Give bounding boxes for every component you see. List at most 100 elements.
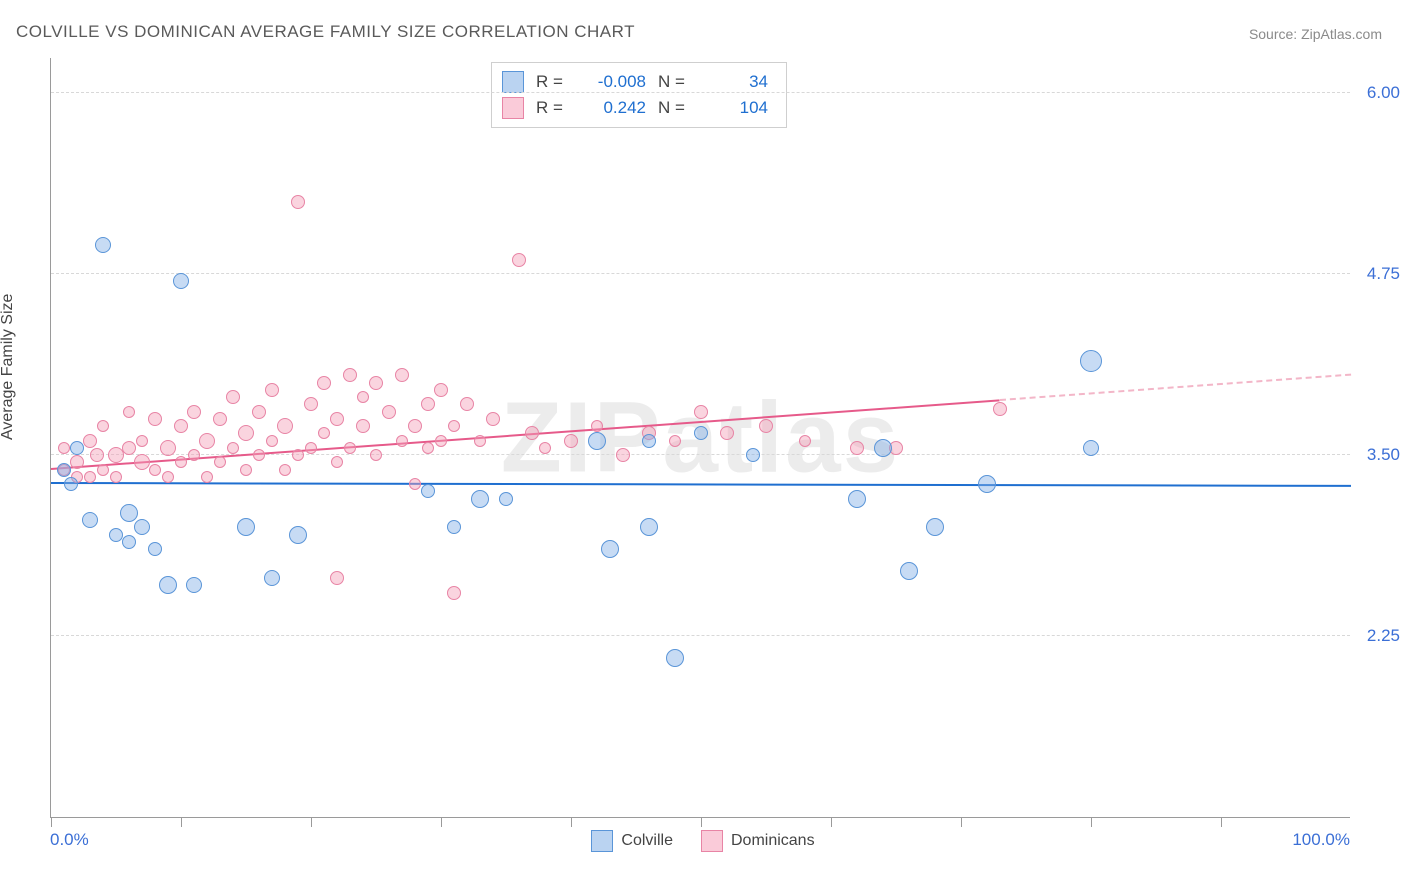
marker-pink xyxy=(97,464,109,476)
marker-pink xyxy=(90,448,104,462)
gridline xyxy=(51,92,1350,93)
marker-pink xyxy=(122,441,136,455)
marker-pink xyxy=(84,471,96,483)
x-tick xyxy=(701,817,702,827)
marker-blue xyxy=(109,528,123,542)
marker-pink xyxy=(213,412,227,426)
y-tick-label: 3.50 xyxy=(1356,445,1400,465)
marker-blue xyxy=(57,463,71,477)
marker-blue xyxy=(666,649,684,667)
marker-blue xyxy=(82,512,98,528)
marker-pink xyxy=(850,441,864,455)
stats-row-colville: R = -0.008 N = 34 xyxy=(502,69,768,95)
legend-bottom: Colville Dominicans xyxy=(0,830,1406,852)
marker-pink xyxy=(460,397,474,411)
marker-blue xyxy=(640,518,658,536)
swatch-dominicans-icon xyxy=(502,97,524,119)
marker-pink xyxy=(694,405,708,419)
trend-line xyxy=(51,482,1351,487)
n-label: N = xyxy=(658,69,692,95)
marker-blue xyxy=(471,490,489,508)
marker-pink xyxy=(160,440,176,456)
marker-blue xyxy=(95,237,111,253)
marker-pink xyxy=(304,397,318,411)
marker-pink xyxy=(369,376,383,390)
marker-blue xyxy=(237,518,255,536)
marker-pink xyxy=(616,448,630,462)
marker-blue xyxy=(694,426,708,440)
x-tick xyxy=(181,817,182,827)
marker-pink xyxy=(344,442,356,454)
x-tick xyxy=(1221,817,1222,827)
marker-pink xyxy=(669,435,681,447)
marker-pink xyxy=(110,471,122,483)
marker-pink xyxy=(240,464,252,476)
legend-label: Dominicans xyxy=(731,832,815,850)
marker-pink xyxy=(343,368,357,382)
marker-pink xyxy=(512,253,526,267)
marker-pink xyxy=(175,456,187,468)
x-tick xyxy=(51,817,52,827)
marker-blue xyxy=(186,577,202,593)
r-label: R = xyxy=(536,95,570,121)
marker-blue xyxy=(874,439,892,457)
marker-pink xyxy=(265,383,279,397)
marker-blue xyxy=(1083,440,1099,456)
r-label: R = xyxy=(536,69,570,95)
marker-pink xyxy=(396,435,408,447)
marker-pink xyxy=(174,419,188,433)
marker-blue xyxy=(421,484,435,498)
marker-pink xyxy=(447,586,461,600)
r-value: -0.008 xyxy=(582,69,646,95)
marker-pink xyxy=(226,390,240,404)
marker-pink xyxy=(408,419,422,433)
marker-pink xyxy=(525,426,539,440)
stats-legend-box: R = -0.008 N = 34 R = 0.242 N = 104 xyxy=(491,62,787,128)
marker-pink xyxy=(539,442,551,454)
x-tick xyxy=(831,817,832,827)
marker-pink xyxy=(422,442,434,454)
marker-pink xyxy=(993,402,1007,416)
marker-pink xyxy=(318,427,330,439)
marker-pink xyxy=(188,449,200,461)
marker-blue xyxy=(70,441,84,455)
legend-item-dominicans: Dominicans xyxy=(701,830,815,852)
source-attribution: Source: ZipAtlas.com xyxy=(1249,26,1382,42)
trend-line xyxy=(1000,373,1351,400)
marker-pink xyxy=(148,412,162,426)
plot-area: ZIPatlas R = -0.008 N = 34 R = 0.242 N =… xyxy=(50,58,1350,818)
marker-pink xyxy=(149,464,161,476)
marker-pink xyxy=(356,419,370,433)
x-tick xyxy=(311,817,312,827)
swatch-colville-icon xyxy=(502,71,524,93)
marker-pink xyxy=(591,420,603,432)
swatch-colville-icon xyxy=(591,830,613,852)
marker-pink xyxy=(435,435,447,447)
marker-pink xyxy=(83,434,97,448)
marker-pink xyxy=(199,433,215,449)
r-value: 0.242 xyxy=(582,95,646,121)
marker-pink xyxy=(382,405,396,419)
legend-label: Colville xyxy=(621,832,673,850)
marker-pink xyxy=(305,442,317,454)
marker-pink xyxy=(201,471,213,483)
marker-pink xyxy=(474,435,486,447)
marker-pink xyxy=(97,420,109,432)
marker-pink xyxy=(123,406,135,418)
marker-blue xyxy=(264,570,280,586)
x-tick xyxy=(1091,817,1092,827)
marker-pink xyxy=(134,454,150,470)
marker-blue xyxy=(900,562,918,580)
marker-pink xyxy=(409,478,421,490)
marker-pink xyxy=(214,456,226,468)
marker-pink xyxy=(357,391,369,403)
marker-pink xyxy=(238,425,254,441)
n-value: 104 xyxy=(704,95,768,121)
marker-pink xyxy=(720,426,734,440)
chart-title: COLVILLE VS DOMINICAN AVERAGE FAMILY SIZ… xyxy=(16,22,635,42)
marker-blue xyxy=(134,519,150,535)
marker-pink xyxy=(136,435,148,447)
marker-blue xyxy=(148,542,162,556)
marker-pink xyxy=(227,442,239,454)
marker-blue xyxy=(848,490,866,508)
